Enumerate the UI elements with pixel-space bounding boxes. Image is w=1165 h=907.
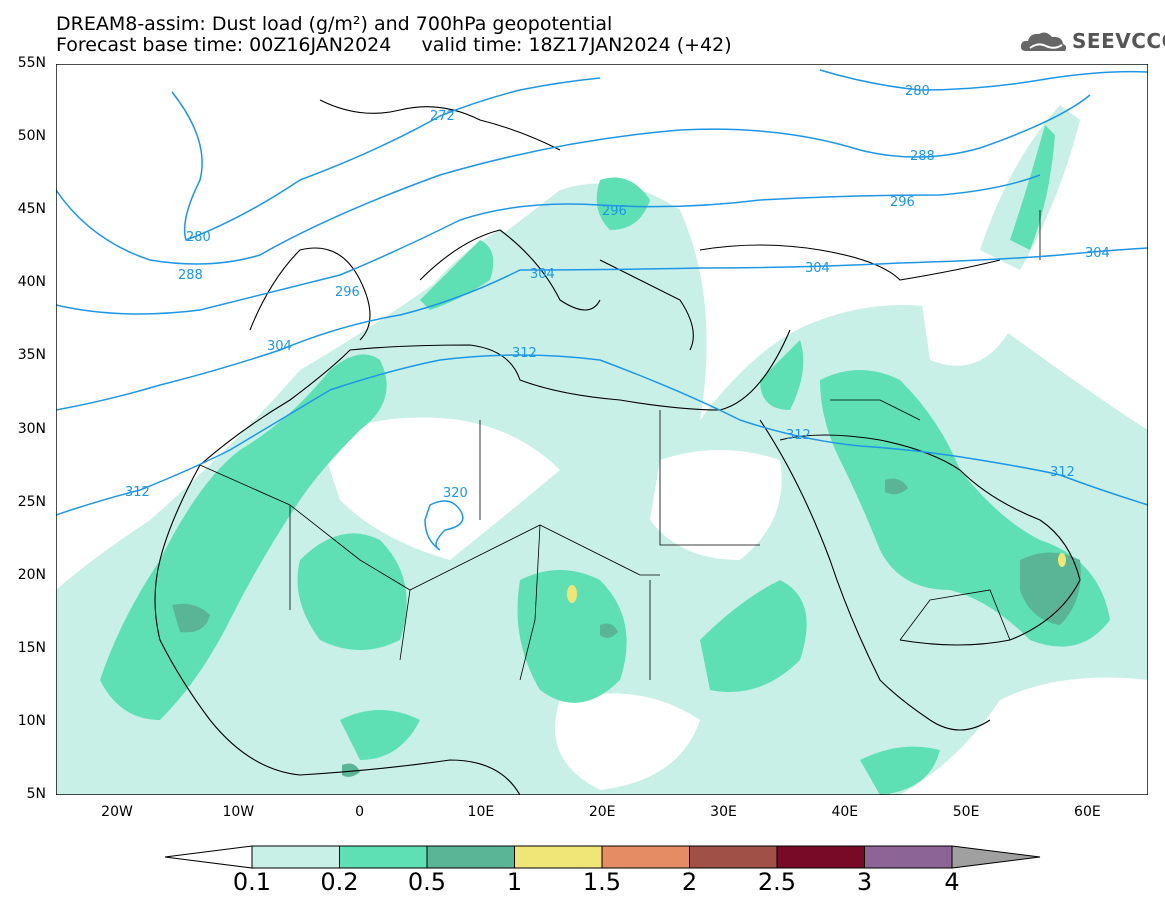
colorbar-label: 0.5: [407, 868, 447, 896]
lon-label: 30E: [710, 804, 737, 820]
map-subtitle: Forecast base time: 00Z16JAN2024 valid t…: [56, 34, 732, 56]
contour-label: 296: [335, 285, 360, 300]
lat-label: 50N: [17, 128, 46, 145]
contour-label-edge: 304: [1085, 246, 1110, 261]
colorbar-label: 0.1: [232, 868, 272, 896]
lon-label: 40E: [831, 804, 859, 820]
colorbar-label: 1.5: [582, 868, 622, 896]
contour-label: 304: [805, 261, 830, 276]
lon-label: 20E: [588, 804, 616, 820]
lon-label: 0: [355, 804, 365, 820]
lon-label: 20W: [101, 804, 133, 820]
map-title: DREAM8-assim: Dust load (g/m²) and 700hP…: [56, 13, 613, 35]
lat-label: 55N: [17, 55, 46, 71]
contour-label: 304: [530, 267, 555, 282]
contour-label: 312: [1050, 465, 1075, 480]
colorbar-label: 3: [856, 868, 873, 896]
contour-label: 312: [786, 428, 811, 443]
colorbar-label: 1: [506, 868, 523, 896]
contour-label: 280: [186, 230, 211, 245]
contour-label: 280: [905, 84, 930, 99]
dust-high-shading: [172, 478, 1081, 777]
contour-label: 272: [430, 109, 455, 124]
contour-labels: 272 280 280 288 288 296 296 296 304 304 …: [125, 84, 1075, 501]
colorbar-swatch: [776, 845, 865, 869]
contour-label: 288: [910, 149, 935, 164]
colorbar-low-arrow: [164, 845, 253, 869]
contour-label: 312: [512, 346, 537, 361]
colorbar-label: 2.5: [757, 868, 797, 896]
colorbar-swatch: [514, 845, 603, 869]
lat-label: 35N: [17, 347, 46, 364]
contour-label: 304: [267, 339, 292, 354]
colorbar: [164, 845, 1041, 869]
dust-medium-shading: [100, 125, 1110, 795]
contour-label: 320: [443, 486, 468, 501]
lon-label: 10W: [222, 804, 255, 820]
colorbar-high-arrow: [951, 845, 1041, 869]
contour-label: 288: [178, 268, 203, 283]
colorbar-swatch: [689, 845, 778, 869]
lat-label: 20N: [17, 566, 46, 583]
borders: [199, 210, 1041, 681]
lat-label: 40N: [17, 274, 46, 291]
cloud-icon: [1020, 32, 1067, 51]
contour-label: 312: [125, 485, 150, 500]
lat-label: 45N: [17, 201, 46, 218]
lon-label: 60E: [1074, 804, 1101, 820]
colorbar-swatch: [601, 845, 690, 869]
dust-free-areas: [225, 288, 1010, 790]
seevccc-logo: SEEVCCC: [1018, 27, 1165, 57]
contour-label: 296: [602, 204, 627, 219]
contour-label: 296: [890, 195, 915, 210]
colorbar-label: 2: [681, 868, 698, 896]
lat-label: 30N: [17, 420, 46, 437]
colorbar-swatch: [864, 845, 953, 869]
colorbar-label: 4: [944, 868, 960, 896]
lon-label: 50E: [952, 804, 980, 820]
colorbar-swatch: [426, 845, 515, 869]
dust-max-shading: [567, 553, 1066, 603]
logo-text: SEEVCCC: [1072, 29, 1165, 53]
colorbar-label: 0.2: [320, 868, 359, 896]
lat-label: 5N: [26, 786, 46, 802]
lat-label: 25N: [17, 493, 46, 510]
colorbar-swatch: [339, 845, 428, 869]
lat-label: 15N: [17, 639, 46, 656]
geopotential-contours: [56, 69, 1148, 551]
lon-label: 10E: [467, 804, 495, 820]
colorbar-swatch: [251, 845, 340, 869]
lat-label: 10N: [17, 712, 46, 729]
